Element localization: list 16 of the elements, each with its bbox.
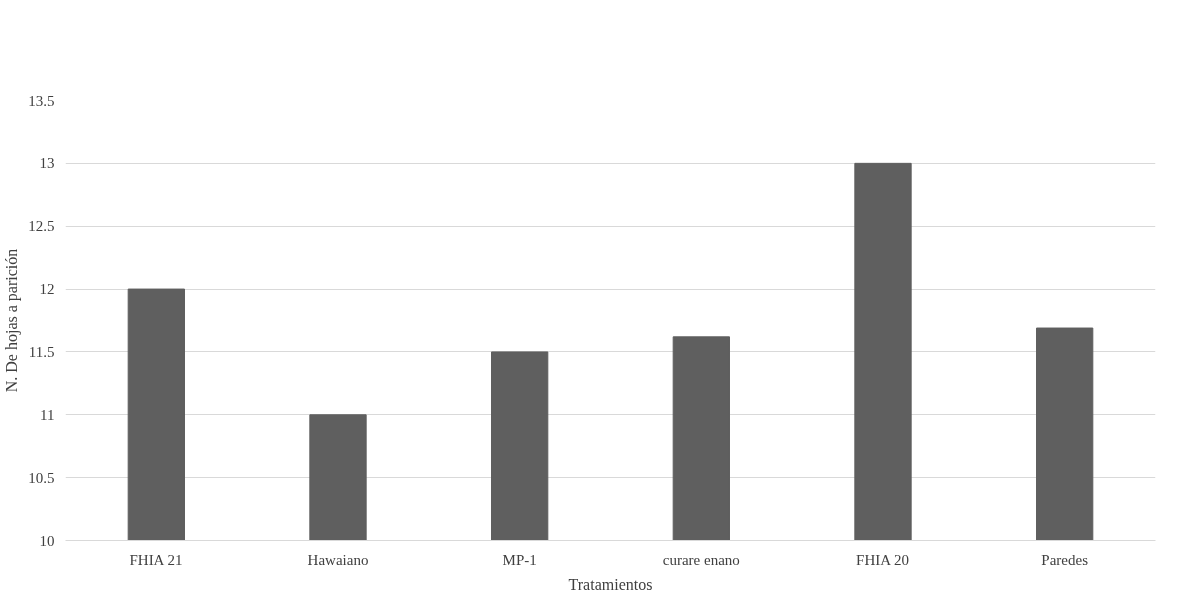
y-tick-label: 13.5 bbox=[28, 92, 55, 109]
x-tick-label: Paredes bbox=[1041, 551, 1089, 568]
x-tick-label: Hawaiano bbox=[307, 551, 369, 568]
y-tick-label: 11.5 bbox=[28, 343, 55, 360]
x-axis-title: Tratamientos bbox=[568, 575, 653, 593]
x-tick-label: curare enano bbox=[662, 551, 740, 568]
y-tick-label: 12 bbox=[39, 281, 55, 298]
y-tick-label: 10 bbox=[39, 532, 55, 549]
x-tick-label: FHIA 21 bbox=[129, 551, 183, 568]
y-tick-label: 11 bbox=[40, 406, 55, 423]
x-tick-label: MP-1 bbox=[502, 551, 537, 568]
y-tick-label: 13 bbox=[39, 155, 55, 172]
x-tick-label: FHIA 20 bbox=[856, 551, 910, 568]
y-axis-title: N. De hojas a parición bbox=[3, 248, 22, 393]
y-tick-label: 12.5 bbox=[28, 218, 55, 235]
y-tick-label: 10.5 bbox=[28, 469, 55, 486]
